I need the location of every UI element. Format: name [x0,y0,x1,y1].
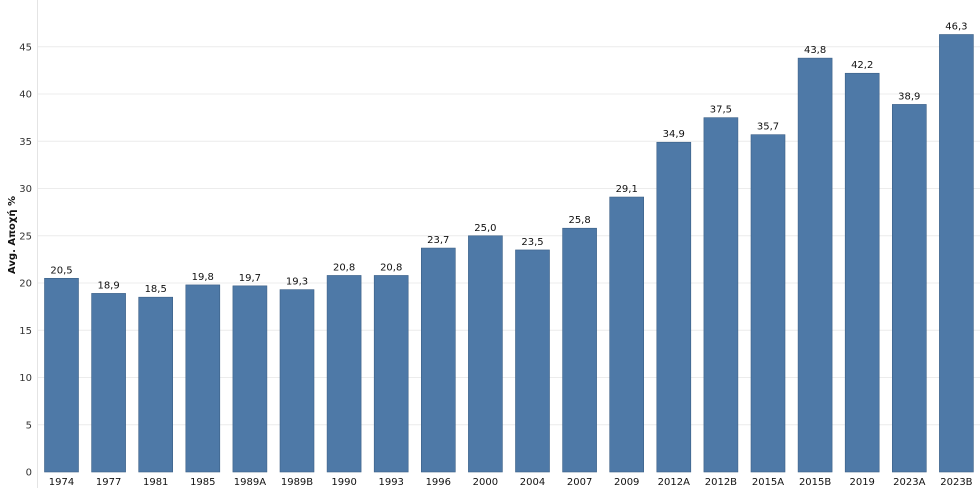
data-label-2012B: 37,5 [710,105,732,116]
bar-2015B[interactable] [797,57,833,473]
bar-2000[interactable] [468,235,503,473]
y-tick-label: 0 [26,468,32,479]
y-tick-label: 25 [19,231,32,242]
y-tick-label: 40 [19,90,32,101]
x-tick-label-2007: 2007 [567,477,592,488]
x-tick-label-2019: 2019 [849,477,874,488]
y-tick-label: 45 [19,42,32,53]
bar-1981[interactable] [138,296,173,473]
x-axis-ticks: 1974 1977 1981 1985 1989A 1989B 1990 1993 1996 20… [49,477,973,488]
y-tick-label: 30 [19,184,32,195]
data-label-2004: 23,5 [521,237,543,248]
y-tick-label: 20 [19,279,32,290]
bar-1989B[interactable] [279,289,315,473]
x-tick-label-1985: 1985 [190,477,215,488]
data-label-1985: 19,8 [192,272,214,283]
x-tick-label-1993: 1993 [378,477,403,488]
bar-1996[interactable] [420,247,456,473]
bars [44,34,974,473]
data-label-2023A: 38,9 [898,91,920,102]
x-tick-label-1981: 1981 [143,477,168,488]
data-label-1996: 23,7 [427,235,449,246]
data-label-2015A: 35,7 [757,122,779,133]
data-label-2009: 29,1 [616,184,638,195]
y-tick-label: 15 [19,326,32,337]
data-label-2015B: 43,8 [804,45,826,56]
bar-2012A[interactable] [656,141,692,473]
data-label-1989A: 19,7 [239,273,261,284]
y-tick-label: 35 [19,137,32,148]
bar-1989A[interactable] [232,285,268,473]
x-tick-label-1989B: 1989B [281,477,313,488]
data-labels: 20,5 18,9 18,5 19,8 19,7 19,3 20,8 20,8 23,7 25,0… [50,22,967,296]
data-label-2000: 25,0 [474,223,496,234]
data-label-1977: 18,9 [97,280,119,291]
x-tick-label-2012A: 2012A [658,477,690,488]
x-tick-label-2015A: 2015A [752,477,784,488]
bar-1977[interactable] [91,293,126,473]
x-tick-label-1990: 1990 [331,477,356,488]
y-tick-label: 10 [19,373,32,384]
x-tick-label-2023A: 2023A [893,477,925,488]
x-tick-label-2000: 2000 [473,477,498,488]
data-label-2007: 25,8 [568,215,590,226]
x-tick-label-1974: 1974 [49,477,74,488]
bar-2023B[interactable] [939,34,974,473]
x-tick-label-2009: 2009 [614,477,639,488]
x-tick-label-1996: 1996 [426,477,451,488]
bar-1993[interactable] [373,275,409,473]
y-axis-title: Avg. Αποχή % [6,196,18,274]
x-tick-label-1989A: 1989A [234,477,266,488]
bar-1985[interactable] [185,284,221,473]
bar-1990[interactable] [326,275,362,473]
bar-2023A[interactable] [891,104,927,473]
x-tick-label-1977: 1977 [96,477,121,488]
gridlines [38,46,980,426]
bar-2004[interactable] [515,249,550,473]
bar-2009[interactable] [609,196,645,473]
data-label-2012A: 34,9 [663,129,685,140]
data-label-1981: 18,5 [145,284,167,295]
bar-1974[interactable] [44,277,79,473]
data-label-1974: 20,5 [50,265,72,276]
y-tick-label: 5 [26,420,32,431]
x-tick-label-2023B: 2023B [940,477,972,488]
data-label-2019: 42,2 [851,60,873,71]
x-tick-label-2012B: 2012B [705,477,737,488]
bar-2007[interactable] [562,227,597,473]
y-axis-ticks: 0 5 10 15 20 25 30 35 40 45 [19,42,32,478]
bar-2012B[interactable] [703,117,739,473]
x-tick-label-2004: 2004 [520,477,545,488]
data-label-1990: 20,8 [333,262,355,273]
bar-2015A[interactable] [750,134,786,473]
bar-2019[interactable] [844,72,880,473]
x-tick-label-2015B: 2015B [799,477,831,488]
data-label-2023B: 46,3 [945,22,967,33]
data-label-1993: 20,8 [380,262,402,273]
data-label-1989B: 19,3 [286,277,308,288]
